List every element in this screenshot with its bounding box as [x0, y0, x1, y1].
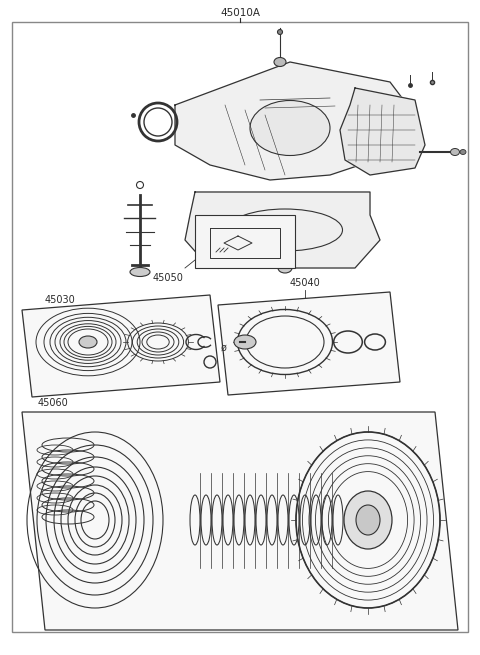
Polygon shape	[185, 192, 380, 268]
Text: 45040: 45040	[290, 278, 321, 288]
Ellipse shape	[278, 263, 292, 273]
Ellipse shape	[344, 491, 392, 549]
Text: 45010A: 45010A	[220, 8, 260, 18]
Polygon shape	[218, 292, 400, 395]
Ellipse shape	[250, 100, 330, 155]
Ellipse shape	[451, 149, 459, 155]
Ellipse shape	[277, 29, 283, 35]
Polygon shape	[22, 412, 458, 630]
Ellipse shape	[460, 149, 466, 155]
Polygon shape	[340, 88, 425, 175]
Text: ø: ø	[221, 343, 227, 353]
Ellipse shape	[130, 267, 150, 276]
Ellipse shape	[234, 335, 256, 349]
Bar	[195, 215, 295, 268]
Ellipse shape	[79, 336, 97, 348]
Polygon shape	[22, 295, 220, 397]
Polygon shape	[175, 62, 415, 180]
Text: 45050: 45050	[152, 273, 183, 283]
Ellipse shape	[356, 505, 380, 535]
Text: 45060: 45060	[38, 398, 69, 408]
Text: 45030: 45030	[45, 295, 76, 305]
Ellipse shape	[274, 58, 286, 67]
